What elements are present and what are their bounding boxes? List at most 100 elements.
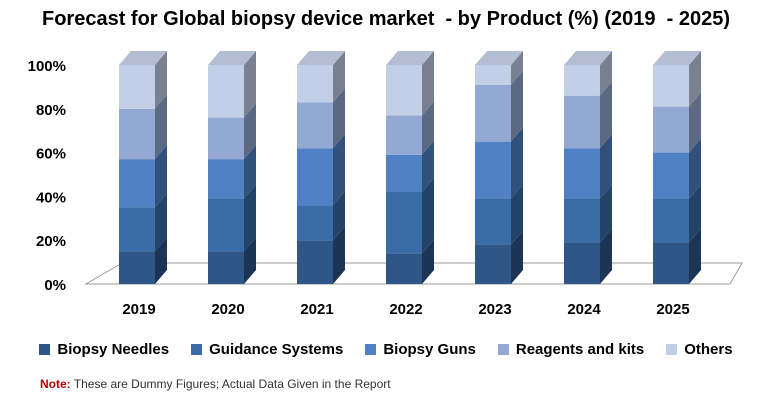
bar-segment <box>119 108 155 160</box>
bar-segment-side <box>333 134 345 206</box>
bar-segment <box>386 115 422 155</box>
bar-segment <box>208 117 244 160</box>
bar-segment <box>564 198 600 243</box>
bar-segment-side <box>333 191 345 241</box>
note-text: These are Dummy Figures; Actual Data Giv… <box>70 377 391 391</box>
x-tick-label: 2021 <box>300 301 333 318</box>
stacked-bar-chart: 0% 20% 40% 60% 80% 100% 2019 2020 2021 2022 2023 20… <box>28 51 743 318</box>
bar-segment-side <box>511 184 523 245</box>
bar-top <box>564 51 612 65</box>
bar-segment <box>475 65 511 85</box>
bar-segment-side <box>422 101 434 155</box>
bar-segment <box>653 242 689 284</box>
bar-segment <box>475 141 511 199</box>
legend-item-biopsy-needles: Biopsy Needles <box>39 341 169 358</box>
bar-segment-side <box>244 51 256 118</box>
bar-segment-side <box>511 51 523 85</box>
bar-segment <box>119 159 155 208</box>
bar-segment <box>119 65 155 109</box>
legend-item-others: Others <box>666 341 733 358</box>
bar-segment-side <box>600 81 612 149</box>
bar-top <box>653 51 701 65</box>
bar-segment <box>386 154 422 193</box>
y-tick-label: 40% <box>36 189 66 206</box>
legend-swatch <box>365 344 377 355</box>
y-tick-label: 0% <box>44 277 66 294</box>
note-label: Note: <box>40 377 71 391</box>
bar-segment <box>653 152 689 199</box>
legend-label: Others <box>684 341 733 358</box>
bar-segment <box>564 65 600 96</box>
bar-segment <box>208 198 244 252</box>
bar-segment-side <box>155 51 167 109</box>
y-tick-label: 60% <box>36 146 66 163</box>
bar-top <box>208 51 256 65</box>
x-tick-label: 2024 <box>567 301 601 318</box>
bar-segment-side <box>689 228 701 284</box>
bar-segment-side <box>689 51 701 107</box>
x-tick-label: 2025 <box>656 301 689 318</box>
bar-segment <box>297 148 333 206</box>
bar-segment <box>653 65 689 107</box>
bar-segment-side <box>422 178 434 254</box>
bar-segment <box>386 192 422 254</box>
bar-segment <box>475 84 511 142</box>
bar-segment <box>208 65 244 118</box>
bar-segment-side <box>422 140 434 193</box>
bar-segment <box>208 159 244 199</box>
bar-segment-side <box>600 51 612 96</box>
bar-segment-side <box>600 134 612 199</box>
bar-segment-side <box>511 70 523 142</box>
bar-top <box>119 51 167 65</box>
bar-segment <box>297 240 333 284</box>
bar-segment-side <box>511 230 523 284</box>
bar-segment-side <box>689 138 701 199</box>
bar-segment <box>119 251 155 284</box>
y-tick-label: 100% <box>28 58 66 75</box>
bar-segment <box>564 242 600 284</box>
chart-legend: Biopsy Needles Guidance Systems Biopsy G… <box>0 341 772 358</box>
bar-segment <box>297 65 333 103</box>
bar-segment <box>475 198 511 245</box>
bar-top <box>475 51 523 65</box>
bar-segment-side <box>689 92 701 153</box>
legend-swatch <box>497 344 509 355</box>
legend-label: Biopsy Guns <box>383 341 476 358</box>
bar-segment <box>297 205 333 241</box>
bar-segment-side <box>155 94 167 160</box>
x-tick-label: 2020 <box>211 301 244 318</box>
bar-segment-side <box>600 184 612 243</box>
bar-segment-side <box>244 103 256 160</box>
bar-segment-side <box>600 228 612 284</box>
bar-segment-side <box>333 51 345 103</box>
bar-segment <box>119 207 155 252</box>
bar-segment <box>386 65 422 116</box>
legend-swatch <box>39 344 51 355</box>
x-tick-label: 2019 <box>122 301 155 318</box>
x-tick-label: 2023 <box>478 301 511 318</box>
bar-segment <box>297 102 333 149</box>
bar-segment <box>564 148 600 199</box>
legend-label: Biopsy Needles <box>57 341 170 358</box>
bar-segment <box>386 253 422 284</box>
bar-segment-side <box>333 226 345 284</box>
bar-segment-side <box>422 51 434 116</box>
bar-segment-side <box>422 239 434 284</box>
bar-top <box>297 51 345 65</box>
legend-label: Guidance Systems <box>209 341 344 358</box>
bar-segment-side <box>511 127 523 199</box>
x-tick-label: 2022 <box>389 301 422 318</box>
bar-top <box>386 51 434 65</box>
footnote: Note: These are Dummy Figures; Actual Da… <box>40 377 391 391</box>
bar-segment <box>653 198 689 243</box>
legend-swatch <box>191 344 203 355</box>
bar-segment-side <box>244 145 256 199</box>
y-tick-label: 20% <box>36 233 66 250</box>
bar-segment-side <box>244 184 256 252</box>
bar-segment <box>564 95 600 149</box>
bar-segment-side <box>333 88 345 149</box>
bar-segment <box>475 244 511 284</box>
chart-title: Forecast for Global biopsy device market… <box>42 8 730 30</box>
legend-label: Reagents and kits <box>515 341 645 358</box>
bar-segment <box>208 251 244 284</box>
